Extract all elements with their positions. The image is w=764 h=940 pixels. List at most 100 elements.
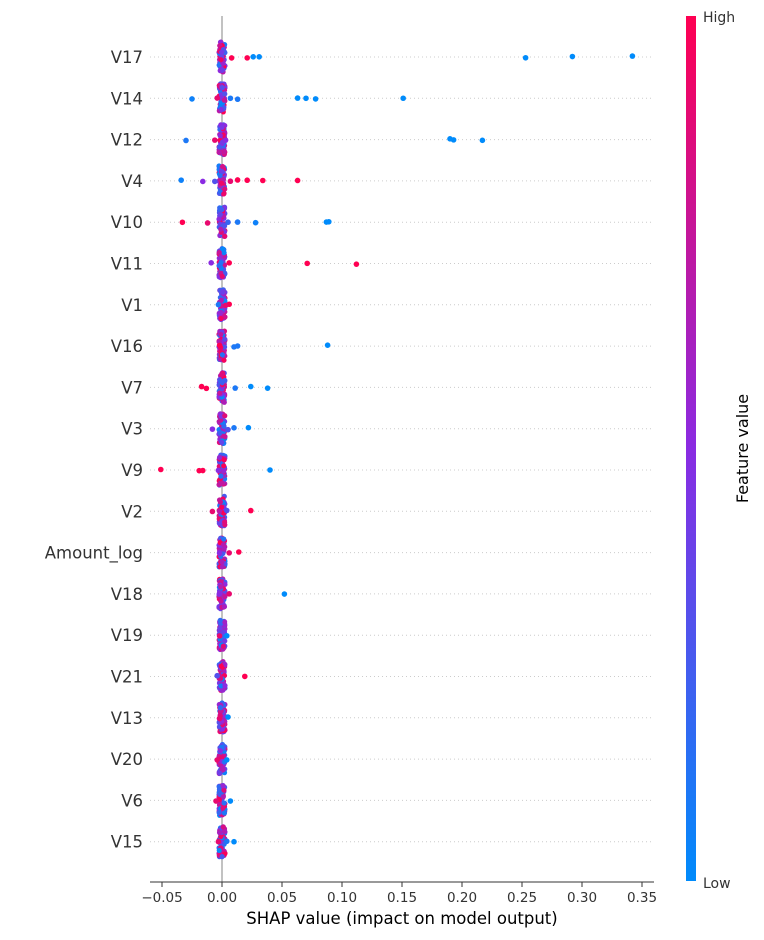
- shap-point: [226, 260, 232, 266]
- shap-point: [221, 148, 227, 155]
- shap-point: [221, 423, 227, 429]
- feature-label: V7: [121, 378, 143, 397]
- shap-point: [200, 178, 206, 185]
- shap-point: [217, 211, 223, 217]
- shap-point: [216, 342, 223, 349]
- shap-point: [218, 226, 224, 232]
- shap-point: [219, 49, 225, 55]
- gridlines: [150, 56, 654, 843]
- shap-point: [231, 838, 237, 845]
- shap-point: [222, 91, 228, 97]
- shap-point: [221, 787, 227, 793]
- shap-point: [219, 439, 225, 445]
- shap-point: [213, 798, 219, 804]
- shap-point: [221, 828, 227, 834]
- feature-label: V3: [121, 420, 143, 439]
- shap-point: [225, 426, 231, 433]
- shap-point: [479, 137, 486, 144]
- shap-point: [629, 53, 636, 59]
- shap-point: [222, 619, 228, 625]
- shap-point: [222, 594, 228, 600]
- shap-point: [217, 173, 223, 179]
- shap-point: [312, 96, 319, 102]
- shap-point: [222, 186, 228, 192]
- shap-point: [158, 466, 164, 473]
- x-tick-label: 0.00: [207, 890, 237, 906]
- x-ticks: −0.05 0.00 0.05 0.10 0.15 0.20 0.25 0.30 0.35: [141, 882, 657, 906]
- colorbar: [686, 16, 696, 881]
- shap-point: [225, 714, 231, 720]
- shap-point: [216, 715, 223, 722]
- shap-point: [219, 765, 226, 771]
- shap-point: [216, 830, 223, 836]
- feature-label: V12: [111, 131, 143, 150]
- shap-point: [219, 163, 226, 170]
- shap-point: [221, 463, 227, 469]
- shap-point: [208, 260, 214, 266]
- shap-point: [218, 57, 224, 63]
- shap-point: [244, 177, 250, 184]
- shap-point: [217, 499, 224, 505]
- shap-point: [218, 180, 225, 186]
- shap-point: [218, 297, 224, 303]
- shap-point: [218, 584, 224, 590]
- x-tick-label: 0.15: [387, 890, 417, 906]
- shap-point: [217, 430, 223, 436]
- feature-label: V10: [111, 213, 143, 232]
- shap-point: [217, 625, 223, 631]
- feature-label: Amount_log: [45, 544, 143, 564]
- feature-label: V1: [121, 296, 143, 315]
- shap-point: [200, 467, 206, 474]
- shap-point: [219, 726, 226, 732]
- shap-point: [218, 259, 224, 266]
- shap-point: [224, 507, 230, 514]
- shap-point: [216, 847, 222, 854]
- x-tick-label: −0.05: [141, 890, 182, 906]
- shap-point: [179, 219, 186, 226]
- shap-point: [220, 541, 227, 548]
- shap-point: [218, 413, 224, 419]
- feature-label: V17: [111, 48, 143, 67]
- shap-point: [228, 55, 235, 61]
- shap-point: [248, 383, 254, 390]
- shap-point: [215, 301, 222, 308]
- shap-point: [216, 144, 222, 150]
- shap-point: [224, 838, 230, 845]
- shap-point: [222, 522, 228, 528]
- shap-point: [221, 536, 227, 542]
- shap-point: [225, 219, 231, 226]
- feature-label: V20: [111, 750, 143, 769]
- shap-point: [203, 385, 210, 392]
- shap-point: [227, 95, 234, 102]
- shap-point: [244, 55, 250, 61]
- shap-point: [220, 805, 226, 811]
- shap-point: [220, 824, 226, 830]
- shap-point: [222, 137, 229, 143]
- shap-point: [234, 219, 241, 225]
- shap-point: [219, 273, 225, 279]
- shap-point: [219, 371, 225, 378]
- shap-point: [212, 137, 218, 143]
- shap-point: [250, 54, 256, 60]
- shap-point: [217, 617, 223, 623]
- shap-point: [219, 84, 225, 91]
- feature-label: V15: [111, 833, 143, 852]
- feature-label: V19: [111, 626, 143, 645]
- feature-label: V6: [121, 791, 143, 810]
- feature-labels: V17 V14 V12 V4 V10 V11 V1 V16 V7 V3 V9 V2 Amount_log…: [45, 48, 143, 852]
- colorbar-low-label: Low: [703, 876, 731, 892]
- shap-point: [219, 854, 225, 860]
- shap-point: [245, 424, 252, 431]
- shap-point: [226, 591, 232, 597]
- shap-point: [222, 302, 229, 309]
- shap-point: [232, 385, 238, 391]
- shap-point: [183, 137, 189, 144]
- shap-point: [216, 250, 222, 256]
- shap-point: [220, 629, 227, 635]
- shap-point: [216, 550, 223, 556]
- shap-point: [522, 54, 529, 61]
- shap-point: [216, 149, 222, 155]
- shap-point: [218, 473, 224, 479]
- shap-point: [222, 336, 228, 342]
- shap-point: [220, 176, 227, 183]
